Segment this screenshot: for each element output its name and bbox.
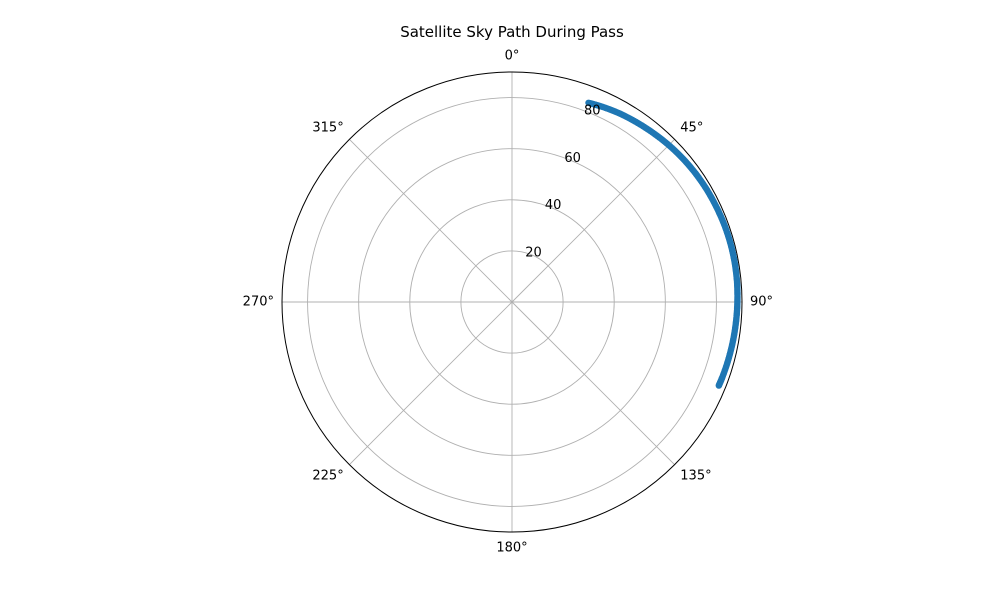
angular-gridline-135 [511,301,675,465]
theta-tick-label: 45° [680,121,703,136]
tick-labels: 0° 45° 90° 135° 180° 225° 270° 315° 20 40 60 80 [243,49,773,556]
data-series [585,99,741,389]
theta-tick-label: 135° [680,468,711,483]
angular-gridline-45 [511,139,675,303]
polar-grid [281,71,743,533]
theta-tick-label: 270° [243,295,274,310]
r-tick-label: 60 [564,151,581,166]
polar-spine [281,71,743,533]
r-tick-label: 80 [584,104,601,119]
path-marker [715,382,723,389]
r-tick-label: 40 [545,198,562,213]
angular-gridline-225 [349,301,513,465]
chart-title: Satellite Sky Path During Pass [400,23,624,41]
r-tick-label: 20 [525,245,542,260]
theta-tick-label: 225° [312,468,343,483]
angular-gridline-315 [349,139,513,303]
theta-tick-label: 90° [750,295,773,310]
theta-tick-label: 315° [312,121,343,136]
theta-tick-label: 180° [496,541,527,556]
theta-tick-label: 0° [505,49,520,64]
